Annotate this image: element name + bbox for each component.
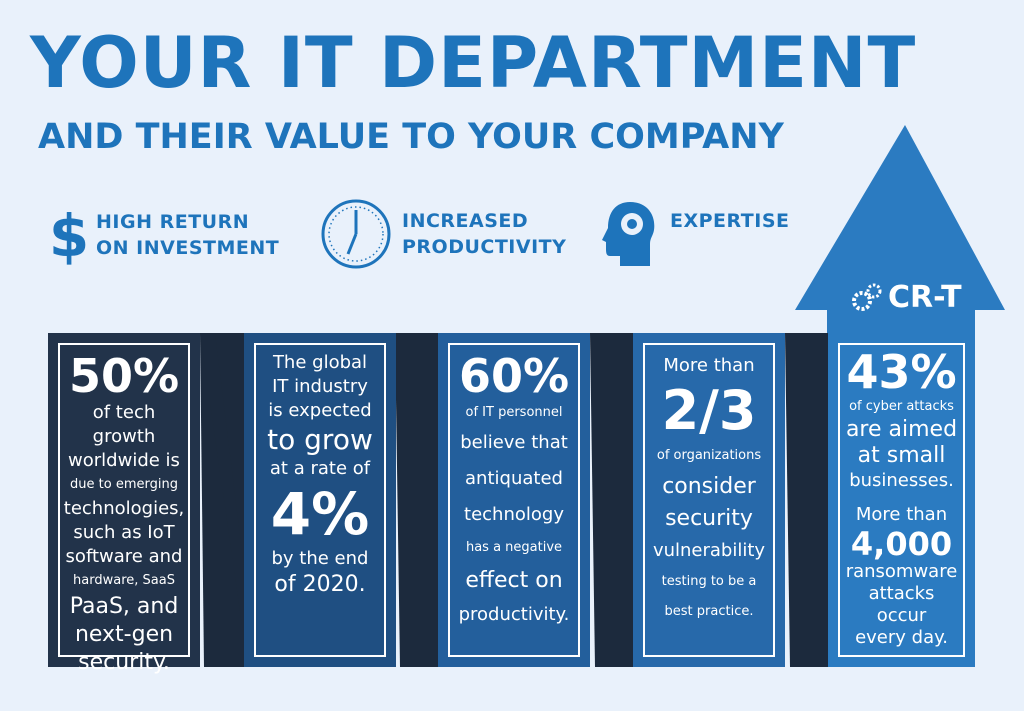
stat-panel-5: 43% of cyber attacks are aimed at small … (828, 333, 975, 667)
value-expertise: EXPERTISE (600, 198, 790, 270)
value-productivity-line1: INCREASED (402, 210, 529, 232)
stat-panel-1: 50% of tech growth worldwide is due to e… (48, 333, 200, 675)
stat-text: productivity. (458, 604, 570, 625)
gears-icon (852, 283, 882, 311)
value-roi-line2: ON INVESTMENT (96, 237, 280, 259)
page-title: YOUR IT DEPARTMENT (30, 22, 917, 104)
stat-text: to grow (267, 423, 373, 456)
stat-text: The global (272, 352, 368, 373)
stat-text: attacks occur (868, 583, 935, 626)
stat-value: 43% (846, 345, 957, 399)
stat-value: 50% (68, 349, 180, 403)
stat-text: hardware, SaaS (73, 573, 175, 588)
stat-text: antiquated (465, 468, 563, 489)
stat-text: businesses. (849, 470, 954, 491)
stat-text: ransomware (845, 561, 958, 582)
stat-value: 2/3 (661, 379, 757, 442)
stat-text: software and (65, 546, 183, 567)
stat-text: of tech growth (92, 402, 156, 447)
stat-text: of 2020. (274, 572, 366, 597)
brand-name: CR-T (888, 280, 962, 315)
stat-text: are aimed (845, 417, 958, 442)
stat-text: More than (663, 355, 755, 376)
stat-value: 4% (270, 480, 370, 548)
stat-text: best practice. (664, 604, 754, 619)
page-subtitle: AND THEIR VALUE TO YOUR COMPANY (38, 117, 784, 157)
stat-text: security. (78, 650, 170, 675)
stat-text: PaaS, and (69, 594, 179, 619)
stat-panel-4: More than 2/3 of organizations consider … (633, 333, 785, 667)
stat-text: of organizations (656, 448, 762, 463)
stat-panel-3: 60% of IT personnel believe that antiqua… (438, 333, 590, 667)
stat-text: IT industry (272, 376, 368, 397)
stat-text: technology (464, 504, 564, 525)
stat-text: such as IoT (73, 522, 175, 543)
stat-text: has a negative (465, 540, 563, 555)
stat-text: of cyber attacks (849, 399, 954, 414)
value-expertise-line1: EXPERTISE (670, 210, 790, 232)
value-productivity: INCREASED PRODUCTIVITY (320, 198, 566, 270)
stat-text: security (665, 506, 753, 531)
stat-text: of IT personnel (465, 405, 563, 420)
value-roi-line1: HIGH RETURN (96, 211, 250, 233)
stat-text: testing to be a (661, 574, 757, 589)
stat-text: technologies, (63, 498, 185, 519)
stat-text: effect on (465, 568, 563, 593)
stat-text: consider (662, 474, 756, 499)
stat-value: 60% (458, 349, 570, 403)
stat-text: More than (855, 504, 948, 525)
stat-text: at small (857, 443, 946, 468)
value-productivity-line2: PRODUCTIVITY (402, 236, 567, 258)
stat-text: worldwide is (68, 450, 180, 471)
clock-icon (321, 199, 391, 269)
stat-text: next-gen (74, 622, 174, 647)
stat-text: believe that (460, 432, 568, 453)
brand-logo: CR-T (850, 280, 962, 315)
stat-text: is expected (268, 400, 372, 421)
dollar-icon: $ (52, 202, 86, 270)
stat-panel-2: The global IT industry is expected to gr… (244, 333, 396, 667)
head-gear-icon (602, 202, 655, 266)
stat-text: by the end (271, 548, 369, 569)
stat-value: 4,000 (850, 525, 953, 563)
stat-text: at a rate of (269, 458, 371, 479)
value-roi: $ HIGH RETURN ON INVESTMENT (52, 200, 279, 270)
stat-text: vulnerability (652, 540, 766, 561)
svg-text:$: $ (52, 202, 86, 270)
stat-text: due to emerging (70, 477, 178, 492)
stat-text: every day. (855, 627, 948, 648)
